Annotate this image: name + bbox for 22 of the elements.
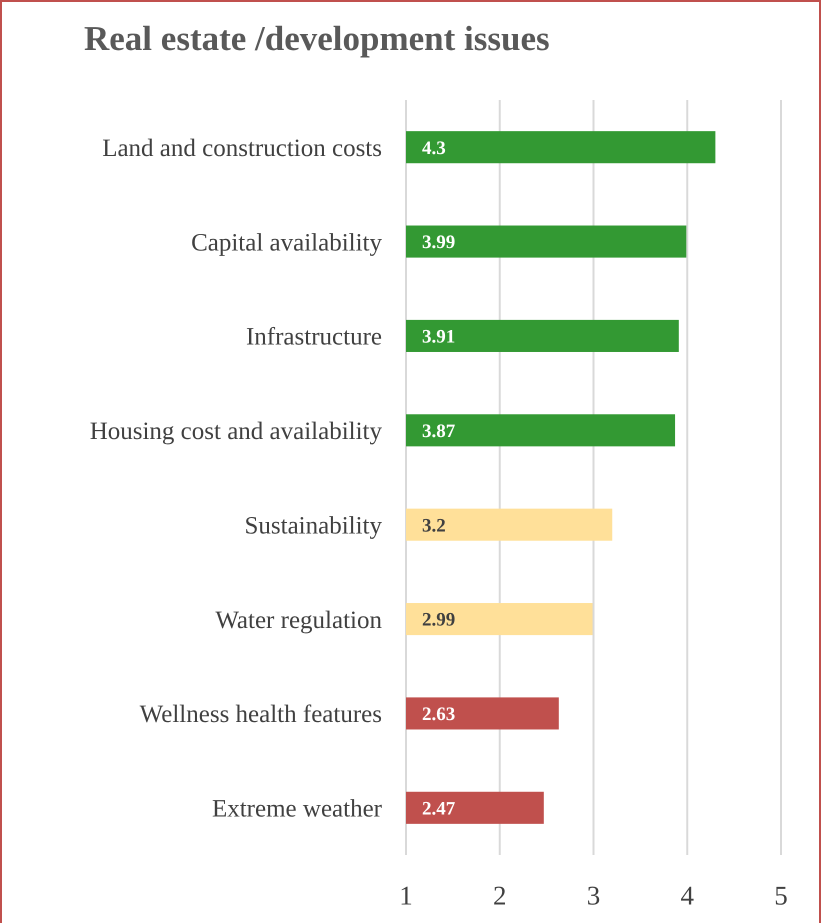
y-tick-label: Wellness health features — [140, 701, 382, 728]
data-label: 3.99 — [422, 232, 456, 254]
y-tick-label: Water regulation — [215, 606, 382, 634]
data-label: 2.99 — [422, 610, 456, 631]
x-tick-label: 3 — [586, 880, 600, 910]
data-label: 2.63 — [422, 704, 456, 726]
data-label: 4.3 — [422, 138, 446, 159]
y-tick-label: Extreme weather — [212, 796, 383, 823]
y-tick-label: Capital availability — [191, 229, 382, 256]
data-label: 3.2 — [422, 515, 446, 536]
y-tick-label: Housing cost and availability — [90, 418, 382, 446]
data-label: 2.47 — [422, 798, 456, 820]
y-tick-label: Infrastructure — [246, 324, 382, 351]
x-tick-label: 4 — [680, 880, 694, 910]
y-tick-label: Sustainability — [244, 512, 382, 540]
x-tick-label: 5 — [774, 880, 788, 910]
data-label: 3.91 — [422, 326, 456, 348]
data-label: 3.87 — [422, 420, 456, 442]
chart-title: Real estate /development issues — [84, 19, 550, 58]
x-tick-label: 1 — [399, 880, 413, 910]
y-tick-label: Land and construction costs — [102, 134, 382, 162]
x-tick-label: 2 — [493, 880, 506, 910]
